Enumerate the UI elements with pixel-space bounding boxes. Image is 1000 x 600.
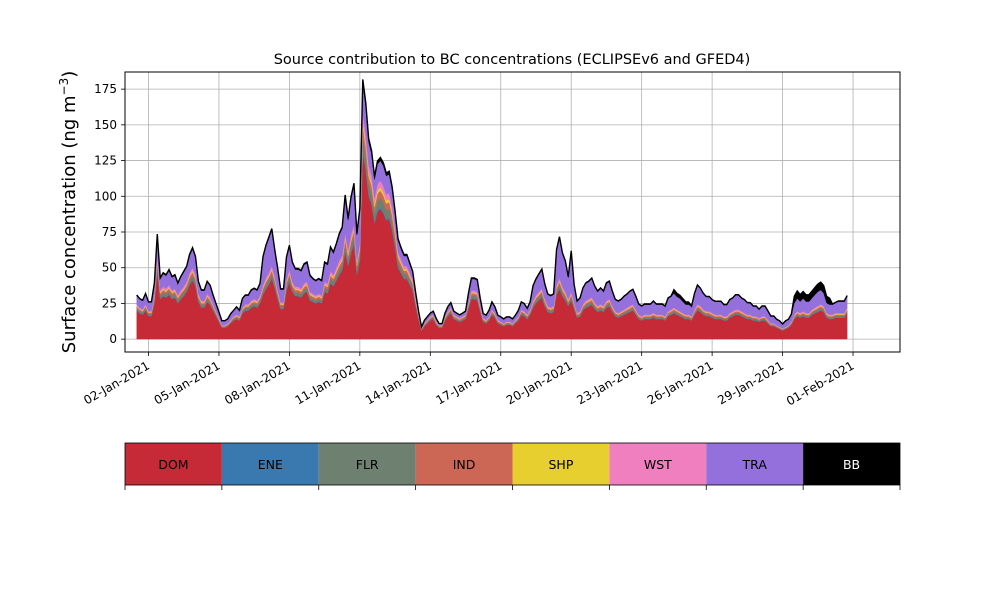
x-tick-label: 02-Jan-2021 xyxy=(81,358,152,407)
legend-swatch-tra xyxy=(706,443,804,485)
y-tick-label: 175 xyxy=(94,82,117,96)
x-tick-label: 08-Jan-2021 xyxy=(222,358,293,407)
grid-lines xyxy=(125,72,900,352)
legend-label-tra: TRA xyxy=(742,457,768,472)
axes: 0 25 50 75 100 125 150 175 02-Jan-2021 05-Jan-202… xyxy=(81,71,901,408)
chart-title: Source contribution to BC concentrations… xyxy=(274,52,751,68)
y-tick-label: 75 xyxy=(102,225,117,239)
y-tick-label: 150 xyxy=(94,118,117,132)
y-axis-label: Surface concentration (ng m−3) xyxy=(57,71,80,354)
legend-frame xyxy=(124,442,901,486)
y-axis-label-close: ) xyxy=(59,71,80,78)
x-tick-label: 05-Jan-2021 xyxy=(152,358,223,407)
y-tick-label: 50 xyxy=(102,261,117,275)
stacked-areas xyxy=(136,79,848,340)
legend-swatch-flr xyxy=(318,443,416,485)
legend-label-ind: IND xyxy=(453,457,476,472)
y-tick-label: 125 xyxy=(94,154,117,168)
y-axis-label-text: Surface concentration (ng m xyxy=(59,95,80,353)
area-tra xyxy=(136,84,848,330)
x-tick-label: 29-Jan-2021 xyxy=(715,358,786,407)
legend-swatch-wst xyxy=(609,443,707,485)
legend-label-wst: WST xyxy=(644,457,672,472)
legend-swatch-dom xyxy=(125,443,222,485)
y-tick-label: 25 xyxy=(102,296,117,310)
legend-label-flr: FLR xyxy=(356,457,379,472)
legend-swatch-ind xyxy=(415,443,513,485)
legend-swatch-ene xyxy=(221,443,319,485)
x-tick-label: 17-Jan-2021 xyxy=(433,358,504,407)
x-tick-label: 26-Jan-2021 xyxy=(645,358,716,407)
total-outline xyxy=(136,79,848,330)
legend-label-bb: BB xyxy=(843,457,860,472)
x-tick-label: 11-Jan-2021 xyxy=(293,358,364,407)
x-tick-label: 01-Feb-2021 xyxy=(784,358,857,408)
legend-colorbar: DOM ENE FLR IND SHP WST TRA BB xyxy=(124,442,901,490)
y-axis-label-superscript: −3 xyxy=(57,78,71,96)
area-bb xyxy=(136,79,848,328)
x-tick-label: 14-Jan-2021 xyxy=(363,358,434,407)
x-tick-label: 23-Jan-2021 xyxy=(574,358,645,407)
x-tick-label: 20-Jan-2021 xyxy=(504,358,575,407)
plot-frame xyxy=(124,71,901,353)
y-tick-label: 100 xyxy=(94,189,117,203)
legend-label-dom: DOM xyxy=(158,457,188,472)
y-tick-label: 0 xyxy=(109,332,117,346)
legend-label-shp: SHP xyxy=(549,457,574,472)
legend-swatch-bb xyxy=(803,443,900,485)
legend-label-ene: ENE xyxy=(258,457,283,472)
legend-swatch-shp xyxy=(512,443,610,485)
